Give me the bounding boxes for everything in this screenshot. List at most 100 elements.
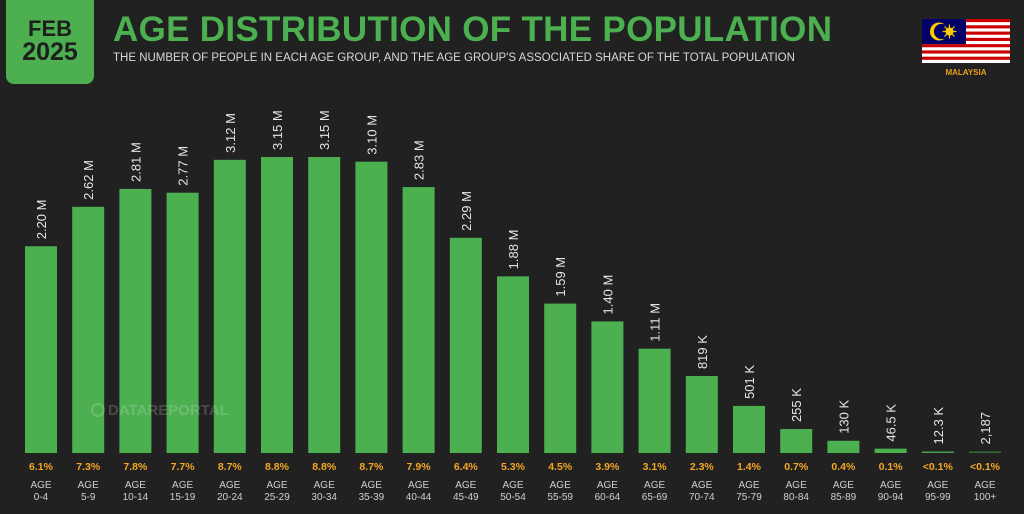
bar-value-label: 2.20 M [34, 200, 49, 240]
age-group-label: 45-49 [453, 492, 479, 503]
age-group-label: 80-84 [783, 492, 809, 503]
date-badge: FEB 2025 [6, 0, 94, 84]
malaysia-flag-icon [922, 19, 1010, 63]
age-group-label: 85-89 [831, 492, 857, 503]
age-prefix-label: AGE [833, 480, 854, 491]
bar-value-label: 819 K [695, 335, 710, 369]
bar-value-label: 1.40 M [600, 275, 615, 315]
age-group-label: 5-9 [81, 492, 96, 503]
bar [166, 192, 199, 453]
age-group-label: 35-39 [359, 492, 385, 503]
bar-value-label: 1.11 M [648, 303, 663, 342]
age-prefix-label: AGE [266, 480, 287, 491]
page-title: AGE DISTRIBUTION OF THE POPULATION [113, 10, 833, 49]
share-label: <0.1% [970, 461, 1001, 473]
share-label: 6.1% [29, 461, 54, 473]
age-group-label: 25-29 [264, 492, 290, 503]
age-group-label: 15-19 [170, 492, 196, 503]
bar [497, 276, 529, 453]
age-prefix-label: AGE [927, 480, 948, 491]
age-prefix-label: AGE [880, 480, 901, 491]
age-group-label: 50-54 [500, 492, 526, 503]
bar [449, 237, 482, 453]
age-group-label: 40-44 [406, 492, 432, 503]
bar [969, 451, 1001, 453]
share-label: 8.8% [312, 461, 337, 473]
share-label: 3.1% [643, 461, 668, 473]
share-label: 8.7% [359, 461, 384, 473]
bar-value-label: 3.15 M [317, 110, 332, 150]
share-label: 2.3% [690, 461, 715, 473]
share-label: 6.4% [454, 461, 479, 473]
bar [355, 161, 388, 453]
bar [72, 206, 105, 453]
bar-value-label: 3.10 M [364, 115, 379, 155]
bar-value-label: 2.62 M [81, 160, 96, 200]
age-group-label: 75-79 [736, 492, 762, 503]
age-group-label: 70-74 [689, 492, 715, 503]
share-label: 0.1% [879, 461, 904, 473]
bar [119, 188, 152, 453]
age-group-label: 100+ [974, 492, 997, 503]
bar-value-label: 3.15 M [270, 110, 285, 150]
age-group-label: 20-24 [217, 492, 243, 503]
age-prefix-label: AGE [644, 480, 665, 491]
datareportal-logo-icon [91, 403, 105, 417]
age-group-label: 90-94 [878, 492, 904, 503]
date-month: FEB [28, 15, 72, 41]
share-label: 7.7% [171, 461, 196, 473]
age-group-label: 55-59 [547, 492, 573, 503]
bar-value-label: 501 K [742, 365, 757, 399]
age-group-label: 65-69 [642, 492, 668, 503]
bar [827, 440, 860, 453]
age-group-label: 0-4 [34, 492, 49, 503]
date-year: 2025 [22, 37, 78, 66]
bar-value-label: 130 K [836, 399, 851, 433]
share-label: <0.1% [923, 461, 954, 473]
bar-value-label: 1.59 M [553, 257, 568, 297]
age-group-label: 10-14 [123, 492, 149, 503]
share-label: 1.4% [737, 461, 762, 473]
age-prefix-label: AGE [314, 480, 335, 491]
share-label: 5.3% [501, 461, 526, 473]
age-prefix-label: AGE [691, 480, 712, 491]
bar [308, 157, 341, 453]
bar-value-label: 3.12 M [223, 113, 238, 153]
age-prefix-label: AGE [550, 480, 571, 491]
bar [213, 159, 246, 454]
bar [591, 321, 624, 453]
age-prefix-label: AGE [455, 480, 476, 491]
bar [261, 157, 293, 453]
age-prefix-label: AGE [78, 480, 99, 491]
bar [638, 348, 671, 453]
age-prefix-label: AGE [738, 480, 759, 491]
bar-value-label: 2.83 M [412, 140, 427, 180]
share-label: 0.4% [831, 461, 856, 473]
share-label: 8.7% [218, 461, 243, 473]
bar-value-label: 2.29 M [459, 191, 474, 231]
share-label: 7.8% [123, 461, 148, 473]
bar-value-label: 2.77 M [176, 146, 191, 186]
age-group-label: 30-34 [311, 492, 337, 503]
bar [733, 405, 765, 453]
bar-value-label: 2,187 [978, 412, 993, 445]
age-group-label: 60-64 [595, 492, 621, 503]
age-group-label: 95-99 [925, 492, 951, 503]
bar [874, 448, 907, 453]
bar-value-label: 1.88 M [506, 230, 521, 270]
country-label: MALAYSIA [945, 68, 987, 77]
age-prefix-label: AGE [30, 480, 51, 491]
datareportal-watermark: DATAREPORTAL [108, 402, 229, 419]
age-prefix-label: AGE [125, 480, 146, 491]
share-label: 3.9% [595, 461, 620, 473]
bar-value-label: 255 K [789, 388, 804, 422]
bar [780, 429, 813, 453]
bar [25, 246, 57, 453]
age-prefix-label: AGE [361, 480, 382, 491]
share-label: 4.5% [548, 461, 573, 473]
age-prefix-label: AGE [219, 480, 240, 491]
bar-value-label: 12.3 K [931, 407, 946, 445]
bar [402, 187, 435, 454]
bar-value-label: 46.5 K [884, 404, 899, 442]
